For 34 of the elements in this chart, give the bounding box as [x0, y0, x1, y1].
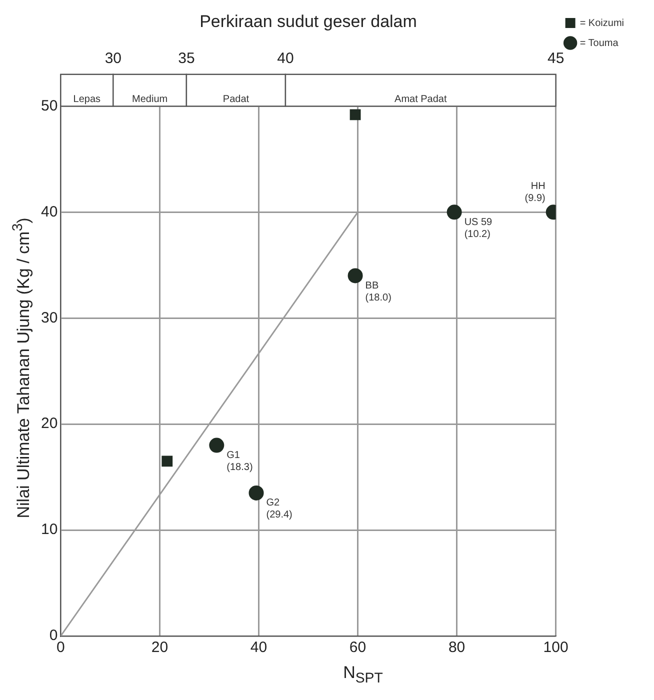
x-tick-label: 20	[151, 639, 168, 656]
band-label: Lepas	[73, 94, 101, 105]
y-tick-label: 30	[40, 309, 58, 326]
annotation: US 59 (10.2)	[464, 216, 493, 240]
text: 45	[547, 50, 564, 68]
x-tick-label: 100	[543, 639, 568, 656]
band-label: Padat	[222, 94, 250, 105]
band-label: Medium	[132, 94, 168, 105]
y-tick-label: 40	[40, 203, 58, 220]
y-tick-label: 50	[40, 97, 58, 114]
point	[446, 204, 462, 220]
annotation: HH (9.9)	[524, 180, 546, 204]
x2-axis-title: Perkiraan sudut geser dalam	[200, 12, 417, 31]
x-tick-label: 80	[448, 639, 466, 656]
point	[162, 456, 173, 467]
annotation: G1 (18.3)	[226, 450, 253, 474]
point	[248, 485, 264, 500]
annotation: G2 (29.4)	[266, 498, 292, 521]
x-tick-label: 60	[349, 639, 366, 656]
point	[350, 109, 361, 120]
legend-label: = Koizumi	[580, 18, 624, 29]
text: 35	[178, 50, 195, 68]
y-tick-label: 0	[49, 627, 58, 644]
legend-label: = Touma	[580, 38, 619, 49]
annotation: BB (18.0)	[365, 280, 392, 304]
point	[348, 268, 363, 284]
band-label: Amat Padat	[394, 94, 447, 105]
point	[209, 438, 224, 453]
y-tick-label: 20	[40, 415, 58, 432]
text: 40	[277, 50, 294, 68]
text: 30	[104, 50, 122, 68]
x-tick-label: 40	[250, 639, 268, 656]
x-axis-title: N$_{SPT}$	[342, 662, 384, 686]
y-tick-label: 10	[40, 521, 58, 538]
